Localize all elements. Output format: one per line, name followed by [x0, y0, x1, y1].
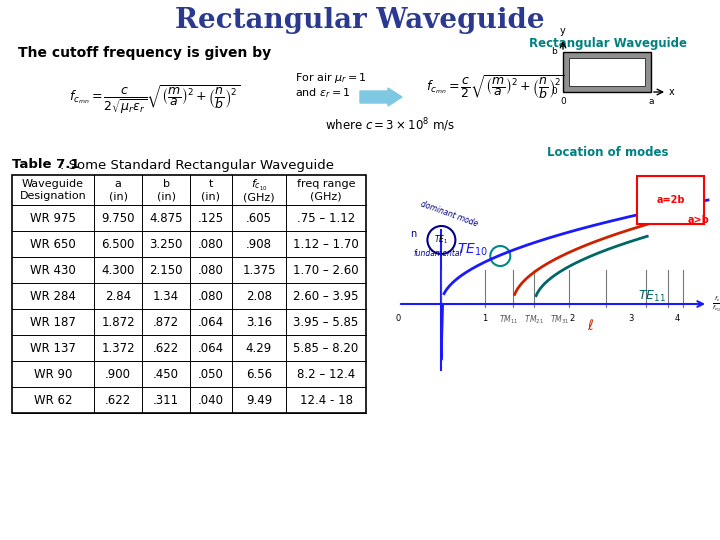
- Text: Table 7.1: Table 7.1: [12, 159, 79, 172]
- Text: 0: 0: [552, 87, 557, 97]
- Text: 2.08: 2.08: [246, 289, 272, 302]
- Text: 4.29: 4.29: [246, 341, 272, 354]
- Text: Rectangular Waveguide: Rectangular Waveguide: [529, 37, 687, 50]
- Bar: [12, 175, 366, 413]
- Text: WR 975: WR 975: [30, 212, 76, 225]
- Text: a
(in): a (in): [109, 179, 127, 201]
- Text: Rectangular Waveguide: Rectangular Waveguide: [175, 6, 545, 33]
- Text: 3: 3: [628, 314, 633, 323]
- Bar: [569, 58, 645, 86]
- Text: WR 187: WR 187: [30, 315, 76, 328]
- Text: WR 650: WR 650: [30, 238, 76, 251]
- Bar: [563, 52, 651, 92]
- Text: 4.875: 4.875: [149, 212, 183, 225]
- FancyArrow shape: [360, 88, 402, 106]
- Text: WR 137: WR 137: [30, 341, 76, 354]
- Text: 8.2 – 12.4: 8.2 – 12.4: [297, 368, 355, 381]
- Text: 1.872: 1.872: [102, 315, 135, 328]
- Text: .75 – 1.12: .75 – 1.12: [297, 212, 355, 225]
- Text: 1.70 – 2.60: 1.70 – 2.60: [293, 264, 359, 276]
- Text: : Some Standard Rectangular Waveguide: : Some Standard Rectangular Waveguide: [60, 159, 334, 172]
- Text: .622: .622: [153, 341, 179, 354]
- Text: .311: .311: [153, 394, 179, 407]
- Text: 4: 4: [675, 314, 680, 323]
- Text: 12.4 - 18: 12.4 - 18: [300, 394, 353, 407]
- Text: WR 90: WR 90: [34, 368, 72, 381]
- Text: a: a: [648, 97, 654, 106]
- Text: b
(in): b (in): [156, 179, 176, 201]
- Text: 5.85 – 8.20: 5.85 – 8.20: [293, 341, 359, 354]
- Text: 1.372: 1.372: [102, 341, 135, 354]
- Text: 2.84: 2.84: [105, 289, 131, 302]
- Text: y: y: [560, 26, 566, 36]
- Text: .900: .900: [105, 368, 131, 381]
- Text: n: n: [410, 229, 417, 239]
- Text: WR 284: WR 284: [30, 289, 76, 302]
- Text: Waveguide
Designation: Waveguide Designation: [19, 179, 86, 201]
- Text: 3.95 – 5.85: 3.95 – 5.85: [293, 315, 359, 328]
- Text: 9.750: 9.750: [102, 212, 135, 225]
- Text: and $\varepsilon_r = 1$: and $\varepsilon_r = 1$: [295, 86, 351, 100]
- Text: 1.12 – 1.70: 1.12 – 1.70: [293, 238, 359, 251]
- Text: $f_{c_{mn}} = \dfrac{c}{2}\sqrt{\left(\dfrac{m}{a}\right)^2+\left(\dfrac{n}{b}\r: $f_{c_{mn}} = \dfrac{c}{2}\sqrt{\left(\d…: [426, 73, 564, 101]
- Text: freq range
(GHz): freq range (GHz): [297, 179, 355, 201]
- Text: $TM_{11}$   $TM_{21}$   $TM_{31}$: $TM_{11}$ $TM_{21}$ $TM_{31}$: [499, 314, 570, 326]
- Text: 3.250: 3.250: [149, 238, 183, 251]
- Text: 1.375: 1.375: [242, 264, 276, 276]
- Text: where $c = 3\times10^8$ m/s: where $c = 3\times10^8$ m/s: [325, 116, 455, 134]
- Text: 2: 2: [569, 314, 575, 323]
- Text: .450: .450: [153, 368, 179, 381]
- Text: $\frac{f_c}{f_{c_{10}}}$: $\frac{f_c}{f_{c_{10}}}$: [712, 294, 720, 314]
- Text: 1: 1: [482, 314, 487, 323]
- Text: .064: .064: [198, 315, 224, 328]
- Text: dominant mode: dominant mode: [420, 199, 480, 228]
- Text: $f_{c_{mn}} = \dfrac{c}{2\sqrt{\mu_r \varepsilon_r}}\sqrt{\left(\dfrac{m}{a}\rig: $f_{c_{mn}} = \dfrac{c}{2\sqrt{\mu_r \va…: [69, 84, 240, 116]
- Text: .040: .040: [198, 394, 224, 407]
- Text: b: b: [552, 48, 557, 57]
- Text: .080: .080: [198, 289, 224, 302]
- Text: .908: .908: [246, 238, 272, 251]
- Text: Location of modes: Location of modes: [547, 145, 669, 159]
- Text: .872: .872: [153, 315, 179, 328]
- Text: $TE_{11}$: $TE_{11}$: [639, 288, 666, 303]
- Text: .080: .080: [198, 264, 224, 276]
- Text: 4.300: 4.300: [102, 264, 135, 276]
- Text: .125: .125: [198, 212, 224, 225]
- Text: 0: 0: [395, 314, 400, 323]
- Text: $TE_{10}$: $TE_{10}$: [457, 242, 488, 258]
- Text: (GHz): (GHz): [243, 192, 275, 202]
- Text: WR 430: WR 430: [30, 264, 76, 276]
- Text: 1.34: 1.34: [153, 289, 179, 302]
- Text: The cutoff frequency is given by: The cutoff frequency is given by: [18, 46, 271, 60]
- Text: .064: .064: [198, 341, 224, 354]
- Text: $f_{c_{10}}$: $f_{c_{10}}$: [251, 178, 267, 193]
- Text: .622: .622: [105, 394, 131, 407]
- Text: a>b: a>b: [688, 215, 710, 225]
- Text: 6.500: 6.500: [102, 238, 135, 251]
- Text: x: x: [669, 87, 675, 97]
- Text: 3.16: 3.16: [246, 315, 272, 328]
- Text: fundamental: fundamental: [413, 249, 462, 259]
- Text: 9.49: 9.49: [246, 394, 272, 407]
- Text: WR 62: WR 62: [34, 394, 72, 407]
- Text: t
(in): t (in): [202, 179, 220, 201]
- Text: 2.60 – 3.95: 2.60 – 3.95: [293, 289, 359, 302]
- Text: 2.150: 2.150: [149, 264, 183, 276]
- Text: .050: .050: [198, 368, 224, 381]
- Text: .080: .080: [198, 238, 224, 251]
- Text: $\ell$: $\ell$: [587, 319, 594, 334]
- Text: a=2b: a=2b: [657, 195, 685, 205]
- Text: $TE_{1}$: $TE_{1}$: [434, 234, 449, 246]
- Text: .605: .605: [246, 212, 272, 225]
- Text: For air $\mu_r = 1$: For air $\mu_r = 1$: [295, 71, 366, 85]
- Text: 0: 0: [560, 97, 566, 106]
- Text: 6.56: 6.56: [246, 368, 272, 381]
